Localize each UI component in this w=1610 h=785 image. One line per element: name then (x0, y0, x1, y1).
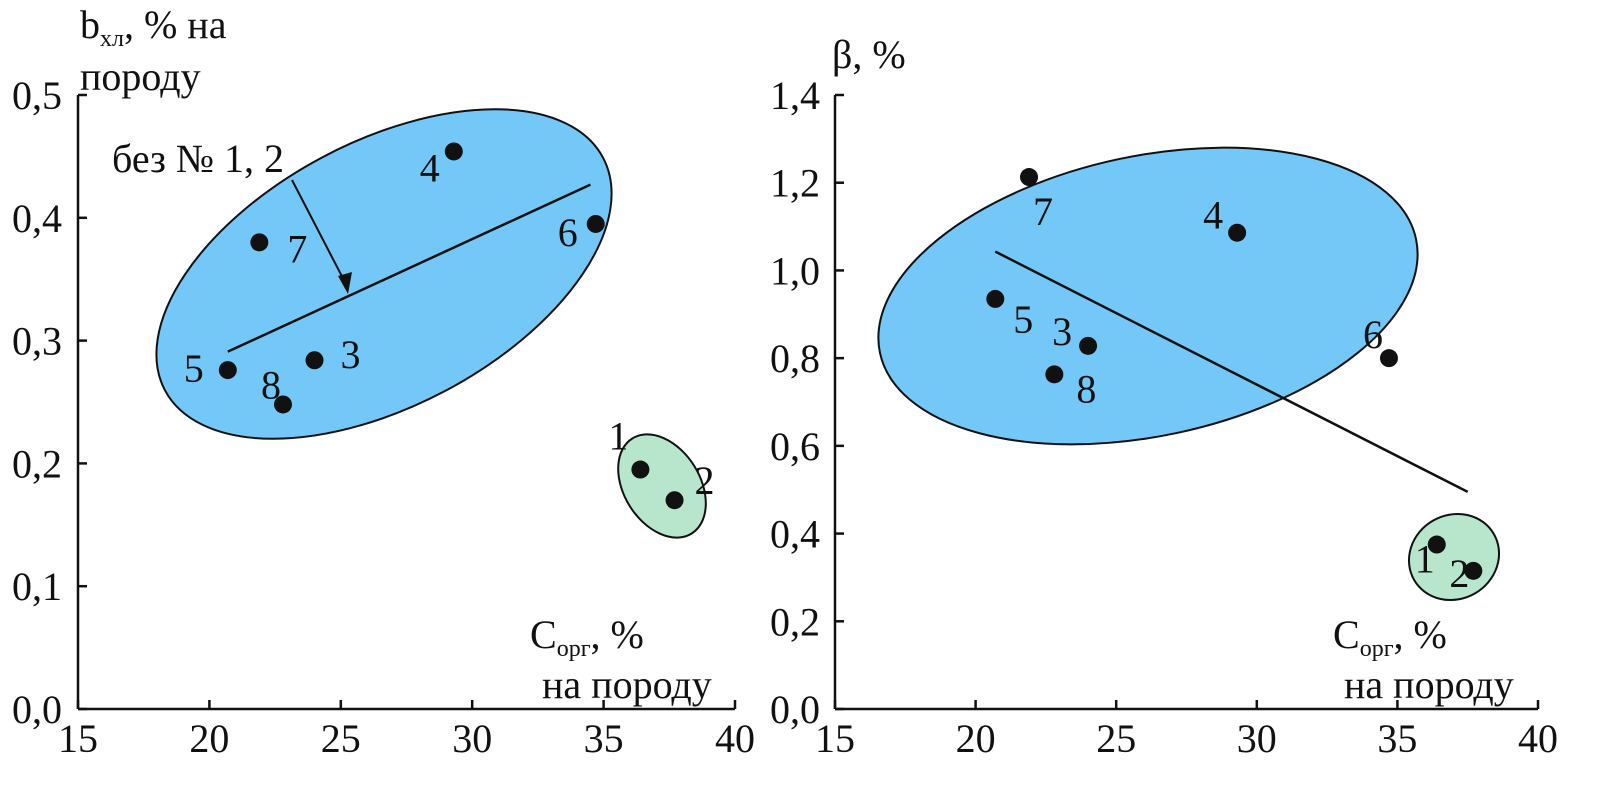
x-axis-title-main: C (1333, 612, 1360, 657)
y-axis-title-sub: хл (100, 26, 124, 52)
x-axis-title-rest: , % (591, 612, 644, 657)
x-tick-label: 40 (1518, 716, 1558, 761)
y-axis-title-main: b (80, 2, 100, 47)
annotation-arrow (291, 179, 352, 294)
y-tick-label: 0,0 (770, 687, 820, 732)
data-point-7 (250, 233, 269, 252)
x-tick-labels: 15 20 25 30 35 40 (58, 716, 755, 761)
data-point-label-8: 8 (1076, 366, 1096, 411)
data-point-7 (1020, 168, 1039, 187)
x-tick-label: 20 (956, 716, 996, 761)
data-point-4 (444, 142, 463, 161)
data-point-label-3: 3 (1052, 309, 1072, 354)
y-tick-label: 1,4 (770, 73, 820, 118)
data-point-label-4: 4 (1203, 193, 1223, 238)
data-point-3 (1079, 336, 1098, 355)
x-axis-title-rest: , % (1394, 612, 1447, 657)
x-tick-label: 35 (584, 716, 624, 761)
x-tick-label: 40 (715, 716, 755, 761)
chart-left: без № 1, 2 1 2 3 4 5 6 7 8 0,0 0,1 0,2 0,3 0,4 0,5 1… (12, 2, 755, 761)
y-axis-title: β, % (832, 32, 906, 77)
data-point-label-5: 5 (1013, 297, 1033, 342)
x-tick-label: 30 (1237, 716, 1277, 761)
data-point-8 (1045, 365, 1064, 384)
trend-line-segment (227, 183, 591, 353)
data-point-2 (1464, 561, 1483, 580)
y-tick-labels: 0,0 0,1 0,2 0,3 0,4 0,5 (12, 73, 62, 732)
trend-line (994, 250, 1469, 494)
data-point-5 (986, 289, 1005, 308)
data-point-label-7: 7 (287, 226, 307, 271)
x-tick-label: 20 (189, 716, 229, 761)
y-tick-label: 1,0 (770, 248, 820, 293)
y-tick-label: 0,1 (12, 564, 62, 609)
y-axis-title: bхл, % на (80, 2, 227, 52)
y-tick-label: 0,4 (12, 196, 62, 241)
data-point-label-6: 6 (558, 210, 578, 255)
data-point-label-3: 3 (341, 332, 361, 377)
x-tick-label: 25 (1096, 716, 1136, 761)
trend-line (227, 183, 591, 353)
points-group: 1 2 3 4 5 6 7 8 (184, 142, 715, 510)
data-point-label-1: 1 (608, 414, 628, 459)
y-tick-label: 0,6 (770, 424, 820, 469)
data-point-2 (665, 491, 684, 510)
data-point-6 (586, 214, 605, 233)
y-tick-labels: 0,0 0,2 0,4 0,6 0,8 1,0 1,2 1,4 (770, 73, 820, 732)
x-tick-label: 15 (58, 716, 98, 761)
x-tick-labels: 15 20 25 30 35 40 (815, 716, 1558, 761)
data-point-label-4: 4 (420, 145, 440, 190)
y-ticks (835, 93, 844, 711)
cluster-outlier-ellipse (617, 433, 707, 539)
y-tick-label: 0,0 (12, 687, 62, 732)
x-axis-title-sub: орг (557, 636, 591, 662)
y-tick-label: 0,3 (12, 319, 62, 364)
x-axis-title-main: C (530, 612, 557, 657)
y-tick-label: 0,2 (12, 441, 62, 486)
x-tick-label: 35 (1377, 716, 1417, 761)
y-axis-title-line2: породу (80, 54, 201, 99)
x-axis-title-sub: орг (1360, 636, 1394, 662)
data-point-label-7: 7 (1033, 189, 1053, 234)
x-axis-title-line2: на породу (542, 662, 712, 707)
data-point-1 (631, 460, 650, 479)
y-tick-label: 0,5 (12, 73, 62, 118)
data-point-label-2: 2 (1449, 551, 1469, 596)
chart-right: 1 2 3 4 5 6 7 8 0,0 0,2 0,4 0,6 0,8 1,0 1,2 1,4 15 20 25… (770, 32, 1558, 761)
data-point-label-8: 8 (261, 362, 281, 407)
x-axis-title: Cорг, % (1333, 612, 1447, 662)
data-point-3 (305, 351, 324, 370)
cluster-main-ellipse (155, 108, 613, 440)
y-tick-label: 0,4 (770, 512, 820, 557)
y-tick-label: 1,2 (770, 161, 820, 206)
y-tick-label: 0,2 (770, 599, 820, 644)
data-point-8 (273, 395, 292, 414)
x-axis-title-line2: на породу (1344, 662, 1514, 707)
x-tick-label: 15 (815, 716, 855, 761)
x-tick-label: 25 (321, 716, 361, 761)
data-point-1 (1427, 535, 1446, 554)
x-axis-title: Cорг, % (530, 612, 644, 662)
y-tick-label: 0,8 (770, 336, 820, 381)
data-point-6 (1379, 349, 1398, 368)
data-point-label-5: 5 (184, 346, 204, 391)
data-point-label-6: 6 (1363, 312, 1383, 357)
y-ticks (78, 93, 87, 711)
data-point-label-1: 1 (1415, 537, 1435, 582)
data-point-5 (218, 361, 237, 380)
y-axis-title-rest: , % на (124, 2, 227, 47)
data-point-4 (1228, 223, 1247, 242)
annotation-label: без № 1, 2 (112, 136, 284, 181)
data-point-label-2: 2 (695, 458, 715, 503)
trend-line-segment (994, 250, 1469, 494)
x-tick-label: 30 (452, 716, 492, 761)
cluster-main-ellipse (877, 146, 1419, 446)
